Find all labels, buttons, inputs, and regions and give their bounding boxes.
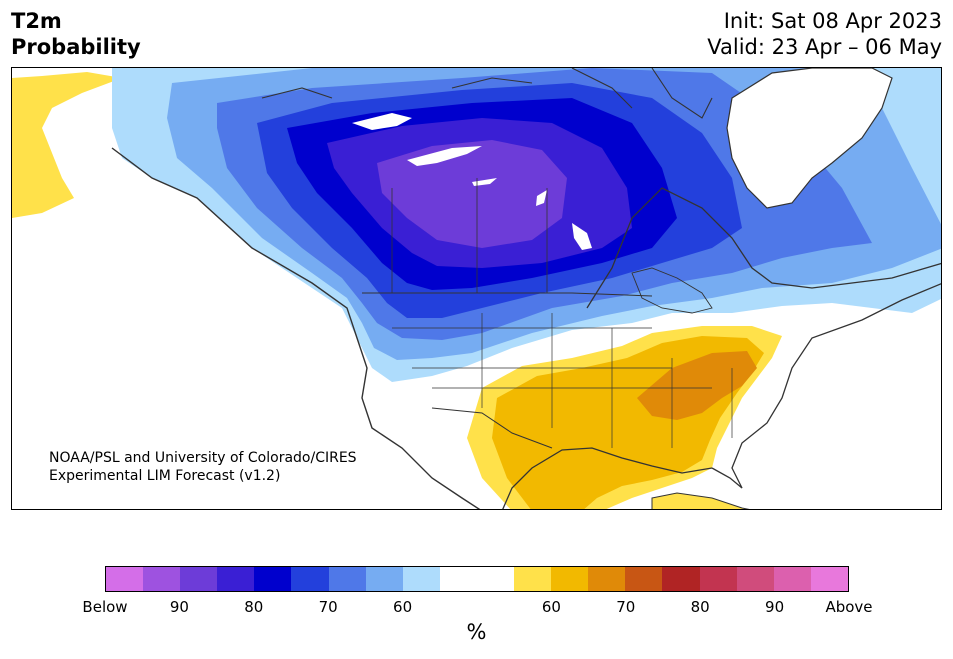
credit-line-2: Experimental LIM Forecast (v1.2): [49, 468, 281, 484]
us-canada-border: [362, 292, 653, 297]
alaska-above-area: [12, 72, 122, 218]
gulf-coastline: [502, 447, 713, 509]
colorbar-segment: [514, 567, 552, 591]
colorbar-segment: [588, 567, 626, 591]
colorbar-tick-labels: Below 90 80 70 60 60 70 80 90 Above: [82, 598, 872, 618]
colorbar-segment: [217, 567, 255, 591]
colorbar-segment: [439, 567, 477, 591]
colorbar-segment: [254, 567, 292, 591]
pacific-coastline: [111, 147, 481, 509]
colorbar-segment: [106, 567, 144, 591]
colorbar-segment: [551, 567, 589, 591]
colorbar-segment: [773, 567, 811, 591]
colorbar-tick-label: 90: [169, 598, 189, 616]
greenland: [726, 68, 893, 209]
colorbar-segment: [736, 567, 774, 591]
colorbar-tick-label: 80: [690, 598, 710, 616]
lake-winnipeg: [572, 223, 592, 250]
colorbar-segment: [291, 567, 329, 591]
colorbar-tick-label: Below: [82, 598, 128, 616]
colorbar-segment: [625, 567, 663, 591]
colorbar-tick-label: 60: [393, 598, 413, 616]
colorbar-tick-label: 70: [616, 598, 636, 616]
hudson-bay-coast: [586, 187, 941, 309]
reindeer-lake: [536, 190, 547, 206]
forecast-dates: Init: Sat 08 Apr 2023 Valid: 23 Apr – 06…: [707, 8, 942, 60]
colorbar-segment: [662, 567, 700, 591]
colorbar-tick-label: 90: [765, 598, 785, 616]
province-borders: [391, 178, 548, 293]
colorbar-tick-label: 70: [318, 598, 338, 616]
us-mexico-border: [431, 407, 553, 449]
probability-map: [11, 67, 942, 510]
colorbar-segment: [810, 567, 848, 591]
colorbar-tick-label: 60: [541, 598, 561, 616]
colorbar-segment: [402, 567, 440, 591]
valid-range: Valid: 23 Apr – 06 May: [707, 35, 942, 59]
colorbar-segment: [328, 567, 366, 591]
cuba: [651, 492, 750, 509]
lake-athabasca: [472, 178, 497, 186]
cold-band-max: [377, 140, 567, 248]
map-title: T2m Probability: [11, 9, 141, 59]
colorbar-tick-label: 80: [244, 598, 264, 616]
great-slave-lake: [407, 146, 482, 166]
colorbar-segment: [180, 567, 218, 591]
arctic-islands: [261, 68, 713, 119]
colorbar: [105, 566, 849, 592]
credit-line-1: NOAA/PSL and University of Colorado/CIRE…: [49, 450, 357, 466]
great-lakes: [631, 267, 713, 314]
colorbar-segment: [143, 567, 181, 591]
map-canvas: [12, 68, 941, 509]
credit-text: NOAA/PSL and University of Colorado/CIRE…: [49, 449, 357, 485]
colorbar-tick-label: Above: [825, 598, 873, 616]
init-date: Init: Sat 08 Apr 2023: [723, 9, 942, 33]
colorbar-unit: %: [466, 620, 487, 644]
great-bear-lake: [352, 113, 412, 130]
atlantic-coastline: [711, 283, 941, 489]
colorbar-segment: [699, 567, 737, 591]
warm-band-80: [637, 351, 757, 420]
colorbar-segment: [476, 567, 515, 591]
colorbar-segment: [365, 567, 403, 591]
state-borders: [392, 313, 733, 448]
